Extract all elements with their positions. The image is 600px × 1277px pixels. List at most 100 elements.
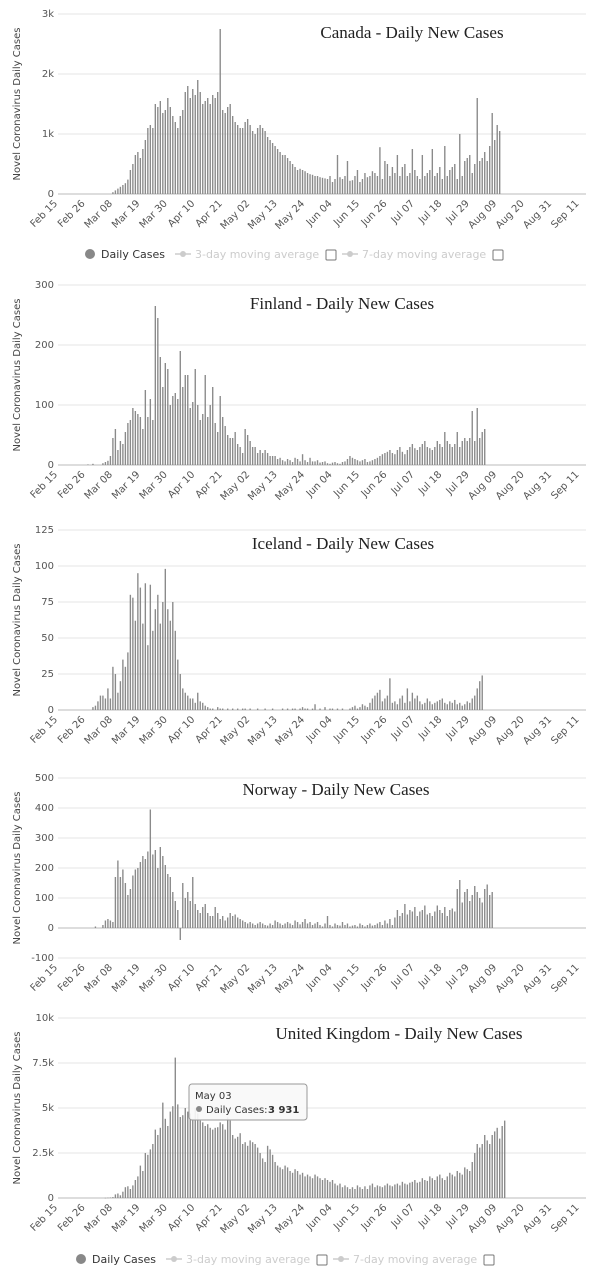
bar[interactable]: [204, 904, 206, 928]
bar[interactable]: [414, 1180, 416, 1198]
bar[interactable]: [396, 910, 399, 928]
bar[interactable]: [449, 170, 451, 194]
bar[interactable]: [304, 171, 306, 194]
bar[interactable]: [341, 1187, 344, 1198]
bar[interactable]: [147, 417, 149, 465]
bar[interactable]: [329, 925, 331, 928]
bar[interactable]: [469, 901, 471, 928]
bar[interactable]: [284, 155, 286, 194]
bar[interactable]: [132, 1185, 134, 1198]
bar[interactable]: [406, 176, 409, 194]
bar[interactable]: [112, 922, 114, 928]
bar[interactable]: [154, 306, 157, 465]
bar[interactable]: [139, 158, 142, 194]
bar[interactable]: [454, 164, 456, 194]
bar[interactable]: [281, 708, 284, 710]
bar[interactable]: [321, 177, 324, 194]
bar[interactable]: [421, 444, 424, 465]
bar[interactable]: [464, 161, 466, 194]
bar[interactable]: [107, 688, 109, 710]
bar[interactable]: [371, 1183, 374, 1198]
bar[interactable]: [169, 877, 171, 928]
bar[interactable]: [451, 167, 453, 194]
bar[interactable]: [461, 902, 463, 929]
bar[interactable]: [162, 113, 164, 194]
bar[interactable]: [429, 448, 431, 465]
bar[interactable]: [249, 922, 251, 928]
bar[interactable]: [354, 925, 356, 928]
bar[interactable]: [341, 708, 344, 710]
bar[interactable]: [234, 432, 236, 465]
bar[interactable]: [391, 925, 394, 928]
bar[interactable]: [304, 919, 306, 928]
bar[interactable]: [494, 140, 496, 194]
bar[interactable]: [127, 1186, 129, 1198]
bar[interactable]: [279, 152, 281, 194]
bar[interactable]: [424, 702, 426, 710]
bar[interactable]: [354, 176, 356, 194]
bar[interactable]: [137, 152, 139, 194]
bar[interactable]: [484, 152, 486, 194]
bar[interactable]: [209, 405, 211, 465]
bar[interactable]: [351, 707, 354, 710]
bar[interactable]: [336, 155, 339, 194]
bar[interactable]: [219, 1122, 221, 1198]
bar[interactable]: [464, 1167, 466, 1198]
bar[interactable]: [219, 919, 221, 928]
bar[interactable]: [246, 119, 249, 194]
bar[interactable]: [117, 450, 119, 465]
bar[interactable]: [386, 695, 389, 710]
bar[interactable]: [339, 177, 341, 194]
bar[interactable]: [167, 1126, 169, 1198]
bar[interactable]: [319, 1178, 321, 1198]
bar[interactable]: [187, 695, 189, 710]
bar[interactable]: [134, 1180, 137, 1198]
bar[interactable]: [311, 174, 314, 194]
bar[interactable]: [454, 444, 456, 465]
bar[interactable]: [286, 922, 289, 928]
bar[interactable]: [299, 708, 301, 710]
bar[interactable]: [174, 630, 176, 710]
bar[interactable]: [179, 351, 181, 465]
bar[interactable]: [404, 1183, 406, 1198]
bar[interactable]: [229, 1120, 231, 1198]
bar[interactable]: [336, 925, 339, 928]
bar[interactable]: [249, 125, 251, 194]
bar[interactable]: [481, 158, 483, 194]
bar[interactable]: [331, 708, 334, 710]
bar[interactable]: [132, 408, 134, 465]
bar[interactable]: [204, 1126, 206, 1198]
bar[interactable]: [254, 134, 256, 194]
bar[interactable]: [406, 914, 409, 929]
bar[interactable]: [169, 1111, 171, 1198]
bar[interactable]: [466, 701, 468, 710]
bar[interactable]: [449, 1172, 451, 1198]
bar[interactable]: [361, 179, 364, 194]
bar[interactable]: [384, 453, 386, 465]
bar[interactable]: [244, 429, 246, 465]
bar[interactable]: [401, 1181, 404, 1198]
bar[interactable]: [451, 1174, 453, 1198]
bar[interactable]: [499, 1138, 501, 1198]
bar[interactable]: [246, 923, 249, 929]
bar[interactable]: [316, 1176, 319, 1198]
bar[interactable]: [279, 923, 281, 929]
bar[interactable]: [286, 1167, 289, 1198]
bar[interactable]: [389, 919, 391, 928]
bar[interactable]: [217, 913, 219, 928]
bar[interactable]: [124, 183, 127, 194]
bar[interactable]: [256, 708, 259, 710]
bar[interactable]: [174, 1057, 176, 1198]
bar[interactable]: [384, 920, 386, 929]
bar[interactable]: [344, 1185, 346, 1198]
bar[interactable]: [291, 164, 294, 194]
bar[interactable]: [244, 122, 246, 194]
bar[interactable]: [311, 1178, 314, 1198]
bar[interactable]: [311, 461, 314, 465]
bar[interactable]: [334, 462, 336, 465]
bar[interactable]: [384, 1185, 386, 1198]
bar[interactable]: [129, 1189, 132, 1198]
bar[interactable]: [434, 911, 436, 929]
bar[interactable]: [416, 450, 419, 465]
bar[interactable]: [152, 854, 154, 929]
